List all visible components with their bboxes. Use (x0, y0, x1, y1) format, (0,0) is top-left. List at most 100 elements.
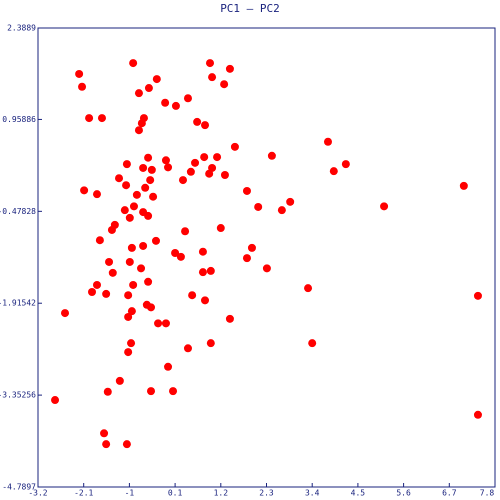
point (286, 197, 295, 206)
point (178, 176, 187, 185)
point (147, 165, 156, 174)
point (198, 247, 207, 256)
x-tick-label: 1.2 (214, 489, 229, 498)
point (139, 241, 148, 250)
point (200, 153, 209, 162)
point (78, 82, 87, 91)
point (95, 236, 104, 245)
point (154, 319, 163, 328)
point (188, 291, 197, 300)
point (230, 142, 239, 151)
point (201, 121, 210, 130)
x-tick-label: 6.7 (442, 489, 457, 498)
point (124, 291, 133, 300)
point (161, 156, 170, 165)
point (176, 252, 185, 261)
point (186, 167, 195, 176)
point (134, 89, 143, 98)
point (80, 186, 89, 195)
point (164, 362, 173, 371)
point (267, 151, 276, 160)
point (134, 126, 143, 135)
point (198, 268, 207, 277)
chart-title: PC1 — PC2 (220, 2, 280, 15)
point (105, 257, 114, 266)
point (205, 59, 214, 68)
point (213, 153, 222, 162)
point (129, 280, 138, 289)
point (161, 319, 170, 328)
point (124, 312, 133, 321)
point (85, 114, 94, 123)
point (51, 396, 60, 405)
point (171, 101, 180, 110)
x-tick-label: 0.1 (168, 489, 183, 498)
x-tick-label: -3.2 (28, 489, 47, 498)
point (206, 266, 215, 275)
point (220, 80, 229, 89)
point (341, 160, 350, 169)
point (254, 202, 263, 211)
point (144, 211, 153, 220)
point (149, 192, 158, 201)
point (137, 264, 146, 273)
point (147, 303, 156, 312)
point (122, 181, 131, 190)
point (205, 169, 214, 178)
x-tick-label: 4.5 (351, 489, 366, 498)
point (102, 440, 111, 449)
point (103, 387, 112, 396)
point (169, 387, 178, 396)
point (124, 348, 133, 357)
point (139, 163, 148, 172)
point (147, 387, 156, 396)
point (125, 213, 134, 222)
point (171, 248, 180, 257)
point (208, 73, 217, 82)
point (115, 174, 124, 183)
point (107, 225, 116, 234)
point (144, 277, 153, 286)
point (308, 339, 317, 348)
point (129, 59, 138, 68)
point (304, 284, 313, 293)
point (127, 339, 136, 348)
x-tick-label: 7.8 (480, 489, 495, 498)
point (220, 170, 229, 179)
point (127, 307, 136, 316)
point (122, 440, 131, 449)
x-tick-label: -1 (125, 489, 135, 498)
point (108, 268, 117, 277)
y-tick-label: -0.47828 (0, 207, 36, 216)
point (152, 75, 161, 84)
y-tick-label: 0.95886 (2, 115, 36, 124)
point (151, 236, 160, 245)
point (92, 190, 101, 199)
point (102, 289, 111, 298)
x-tick-label: 5.6 (396, 489, 411, 498)
point (181, 227, 190, 236)
point (141, 183, 150, 192)
x-tick-label: 3.4 (305, 489, 320, 498)
point (144, 84, 153, 93)
point (97, 114, 106, 123)
y-tick-label: 2.3889 (7, 24, 36, 33)
point (323, 137, 332, 146)
point (61, 309, 70, 318)
point (125, 257, 134, 266)
point (242, 186, 251, 195)
point (329, 167, 338, 176)
point (132, 190, 141, 199)
point (100, 429, 109, 438)
point (262, 264, 271, 273)
point (473, 291, 482, 300)
y-tick-label: -4.7897 (2, 483, 36, 492)
point (144, 153, 153, 162)
point (216, 224, 225, 233)
point (115, 376, 124, 385)
point (92, 280, 101, 289)
point (201, 296, 210, 305)
point (127, 243, 136, 252)
point (146, 176, 155, 185)
